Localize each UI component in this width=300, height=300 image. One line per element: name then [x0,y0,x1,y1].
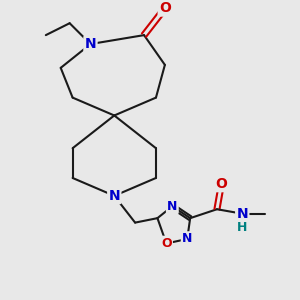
Text: N: N [85,37,96,51]
Text: N: N [236,207,248,221]
Text: O: O [159,1,171,15]
Text: N: N [109,189,120,203]
Text: O: O [161,237,172,250]
Text: N: N [167,200,178,213]
Text: H: H [237,220,247,234]
Text: N: N [182,232,192,245]
Text: O: O [215,177,227,191]
